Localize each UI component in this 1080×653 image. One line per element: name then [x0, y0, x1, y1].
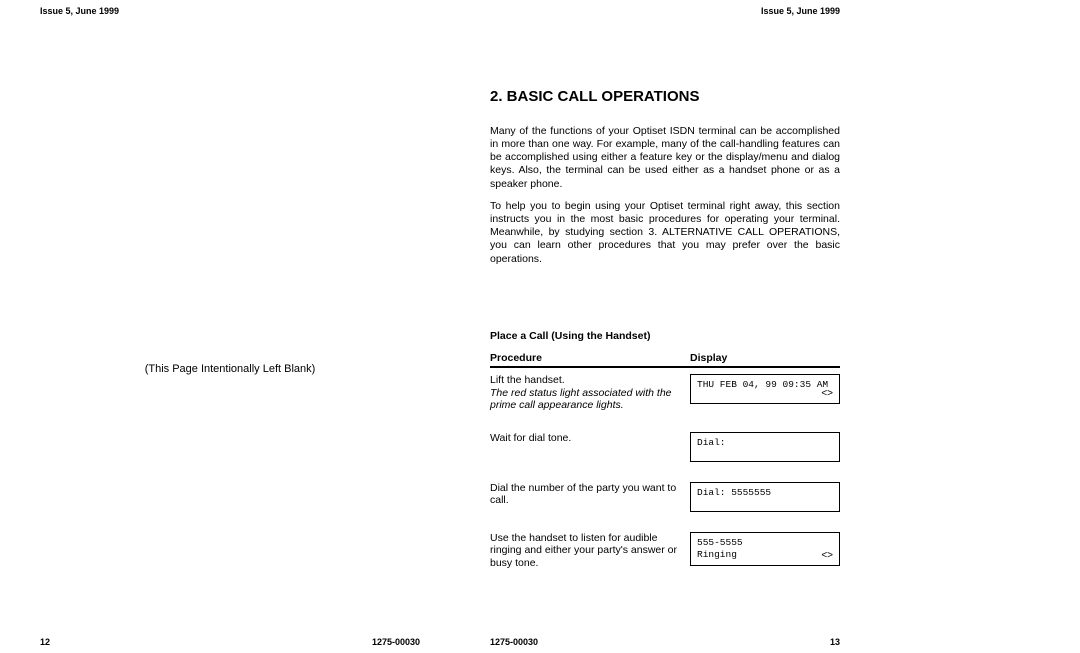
step-instruction: Dial the number of the party you want to…	[490, 482, 676, 507]
step-instruction: Lift the handset.	[490, 374, 565, 386]
intro-paragraph-2: To help you to begin using your Optiset …	[490, 200, 840, 266]
display-line1: 555-5555	[697, 537, 833, 549]
procedure-table: Procedure Display Lift the handset. The …	[490, 352, 840, 584]
step-instruction: Use the handset to listen for audible ri…	[490, 532, 677, 569]
table-row: Dial the number of the party you want to…	[490, 476, 840, 526]
step-text: Use the handset to listen for audible ri…	[490, 532, 690, 570]
blank-page-text: (This Page Intentionally Left Blank)	[40, 363, 420, 375]
table-row: Wait for dial tone. Dial:	[490, 426, 840, 476]
right-footer-pagenum: 13	[830, 637, 840, 647]
display-line2: Ringing	[697, 549, 833, 561]
left-footer-pagenum: 12	[40, 637, 50, 647]
display-box: THU FEB 04, 99 09:35 AM <>	[690, 374, 840, 404]
left-page: Issue 5, June 1999 (This Page Intentiona…	[40, 0, 420, 653]
step-note: The red status light associated with the…	[490, 387, 672, 412]
diamond-icon: <>	[821, 549, 833, 562]
diamond-icon: <>	[821, 387, 833, 400]
step-instruction: Wait for dial tone.	[490, 432, 571, 444]
table-row: Lift the handset. The red status light a…	[490, 368, 840, 426]
display-box: 555-5555 Ringing <>	[690, 532, 840, 567]
step-text: Wait for dial tone.	[490, 432, 690, 445]
col-header-display: Display	[690, 352, 840, 364]
step-text: Lift the handset. The red status light a…	[490, 374, 690, 412]
subsection-title: Place a Call (Using the Handset)	[490, 330, 650, 342]
table-row: Use the handset to listen for audible ri…	[490, 526, 840, 584]
intro-paragraph-1: Many of the functions of your Optiset IS…	[490, 125, 840, 191]
right-footer-code: 1275-00030	[490, 637, 538, 647]
display-box: Dial: 5555555	[690, 482, 840, 512]
left-footer-code: 1275-00030	[372, 637, 420, 647]
display-line1: Dial:	[697, 437, 833, 449]
section-title: 2. BASIC CALL OPERATIONS	[490, 88, 699, 105]
step-text: Dial the number of the party you want to…	[490, 482, 690, 507]
display-line1: Dial: 5555555	[697, 487, 833, 499]
right-header: Issue 5, June 1999	[761, 6, 840, 16]
display-box: Dial:	[690, 432, 840, 462]
left-header: Issue 5, June 1999	[40, 6, 119, 16]
right-page: Issue 5, June 1999 2. BASIC CALL OPERATI…	[490, 0, 840, 653]
display-line1: THU FEB 04, 99 09:35 AM	[697, 379, 833, 391]
table-header-row: Procedure Display	[490, 352, 840, 368]
col-header-procedure: Procedure	[490, 352, 690, 364]
